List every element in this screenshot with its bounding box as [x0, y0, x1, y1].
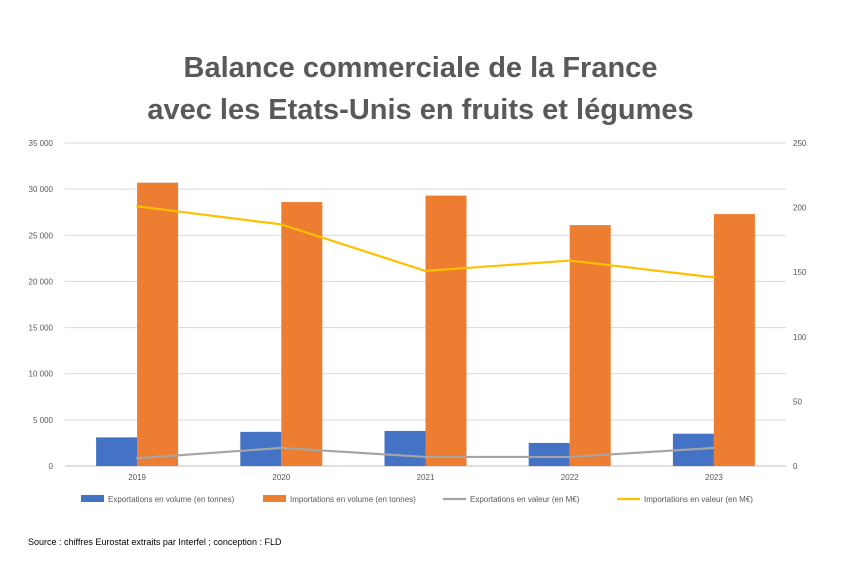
y-left-tick-label: 0	[49, 462, 54, 471]
y-left-tick-label: 30 000	[29, 185, 54, 194]
x-tick-label: 2020	[272, 473, 290, 482]
y-left-tick-label: 10 000	[29, 370, 54, 379]
y-right-tick-label: 100	[793, 333, 807, 342]
legend-swatch	[81, 495, 104, 502]
bar-importations-volume	[137, 182, 179, 466]
axes: 0 5 000 10 000 15 000 20 000 25 000 30 000 35 0…	[29, 139, 807, 482]
y-left-tick-label: 15 000	[29, 324, 54, 333]
x-tick-label: 2023	[705, 473, 723, 482]
legend: Exportations en volume (en tonnes) Import…	[81, 495, 753, 504]
y-right-tick-label: 50	[793, 397, 802, 406]
bar-exportations-volume	[528, 442, 570, 466]
bar-importations-volume	[713, 214, 755, 466]
source-note: Source : chiffres Eurostat extraits par …	[28, 537, 282, 547]
lines	[136, 205, 716, 460]
chart-title-line-1: Balance commerciale de la France	[183, 52, 658, 84]
y-right-tick-label: 250	[793, 139, 807, 148]
y-right-tick-label: 0	[793, 462, 798, 471]
legend-label: Importations en valeur (en M€)	[644, 495, 753, 504]
bar-exportations-volume	[96, 437, 138, 466]
legend-label: Exportations en valeur (en M€)	[470, 495, 580, 504]
y-left-tick-label: 5 000	[33, 416, 54, 425]
y-right-tick-label: 200	[793, 204, 807, 213]
y-left-tick-label: 25 000	[29, 231, 54, 240]
bar-exportations-volume	[384, 430, 426, 466]
legend-label: Exportations en volume (en tonnes)	[108, 495, 235, 504]
bars	[96, 182, 755, 467]
y-left-tick-label: 35 000	[29, 139, 54, 148]
y-right-tick-label: 150	[793, 268, 807, 277]
y-left-tick-label: 20 000	[29, 277, 54, 286]
legend-label: Importations en volume (en tonnes)	[290, 495, 416, 504]
line-exportations-valeur	[136, 446, 716, 460]
chart-title-line-2: avec les Etats-Unis en fruits et légumes	[147, 94, 694, 126]
legend-swatch	[263, 495, 286, 502]
x-tick-label: 2021	[417, 473, 435, 482]
bar-importations-volume	[425, 195, 467, 467]
line-importations-valeur	[136, 205, 716, 279]
x-tick-label: 2022	[561, 473, 579, 482]
x-tick-label: 2019	[128, 473, 146, 482]
bar-importations-volume	[281, 202, 323, 466]
